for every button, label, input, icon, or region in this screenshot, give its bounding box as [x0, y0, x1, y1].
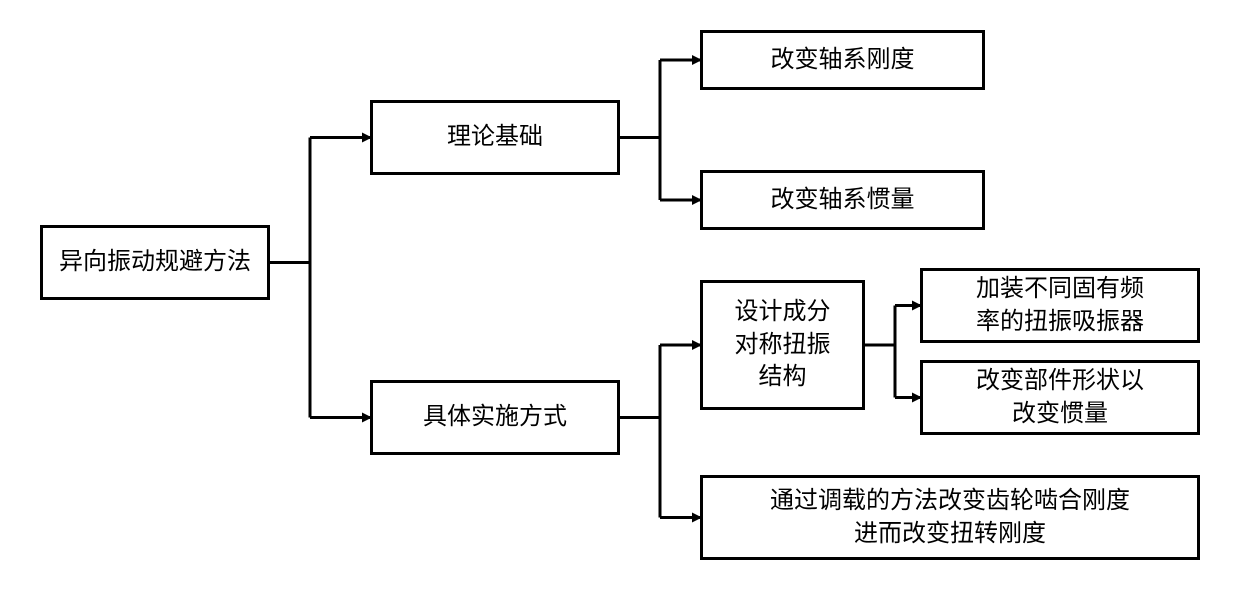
node-label: 具体实施方式 — [423, 401, 567, 433]
node-design-1: 加装不同固有频率的扭振吸振器 — [920, 268, 1200, 343]
node-label: 设计成分对称扭振结构 — [735, 296, 831, 393]
node-load: 通过调载的方法改变齿轮啮合刚度进而改变扭转刚度 — [700, 475, 1200, 560]
node-theory-1: 改变轴系刚度 — [700, 30, 985, 90]
node-label: 改变部件形状以改变惯量 — [976, 365, 1144, 430]
node-design-2: 改变部件形状以改变惯量 — [920, 360, 1200, 435]
node-label: 加装不同固有频率的扭振吸振器 — [976, 273, 1144, 338]
node-root: 异向振动规避方法 — [40, 225, 270, 300]
node-theory-2: 改变轴系惯量 — [700, 170, 985, 230]
node-label: 通过调载的方法改变齿轮啮合刚度进而改变扭转刚度 — [770, 485, 1130, 550]
node-theory: 理论基础 — [370, 100, 620, 175]
node-label: 改变轴系惯量 — [771, 184, 915, 216]
node-label: 改变轴系刚度 — [771, 44, 915, 76]
node-label: 理论基础 — [447, 121, 543, 153]
node-implementation: 具体实施方式 — [370, 380, 620, 455]
diagram-canvas: 异向振动规避方法 理论基础 具体实施方式 改变轴系刚度 改变轴系惯量 设计成分对… — [0, 0, 1239, 616]
node-design: 设计成分对称扭振结构 — [700, 280, 865, 410]
node-label: 异向振动规避方法 — [59, 246, 251, 278]
